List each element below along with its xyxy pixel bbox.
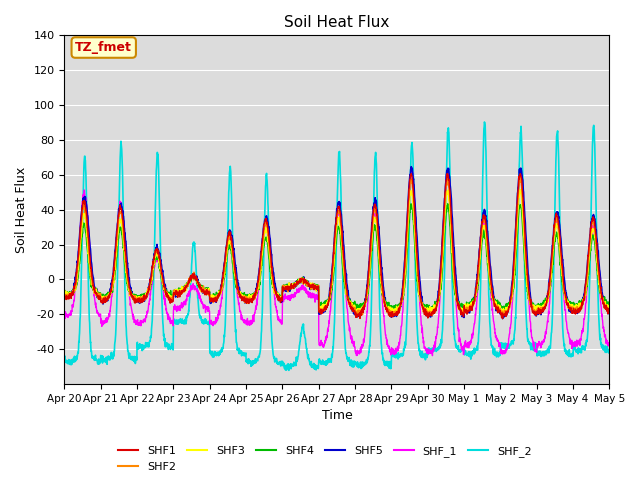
SHF5	[353, 312, 360, 317]
SHF_1	[353, 353, 360, 359]
SHF_1	[364, 291, 372, 297]
Title: Soil Heat Flux: Soil Heat Flux	[284, 15, 390, 30]
SHF2	[516, 173, 524, 179]
SHF_1	[429, 353, 436, 359]
SHF3	[558, 269, 566, 275]
SHF1	[353, 314, 360, 320]
SHF3	[495, 307, 503, 312]
SHF_1	[407, 168, 415, 173]
Y-axis label: Soil Heat Flux: Soil Heat Flux	[15, 167, 28, 253]
SHF_2	[605, 347, 613, 352]
Line: SHF4: SHF4	[65, 204, 609, 311]
Line: SHF2: SHF2	[65, 176, 609, 316]
SHF_2	[285, 368, 292, 373]
SHF3	[424, 311, 432, 317]
SHF3	[212, 293, 220, 299]
SHF4	[353, 303, 360, 309]
SHF_2	[61, 357, 68, 363]
SHF2	[573, 307, 580, 313]
SHF3	[61, 292, 68, 298]
SHF5	[573, 308, 580, 313]
Legend: SHF1, SHF2, SHF3, SHF4, SHF5, SHF_1, SHF_2: SHF1, SHF2, SHF3, SHF4, SHF5, SHF_1, SHF…	[113, 442, 536, 476]
SHF_2	[353, 360, 360, 366]
SHF_2	[212, 351, 220, 357]
SHF_1	[496, 341, 504, 347]
SHF2	[495, 306, 503, 312]
SHF2	[61, 292, 68, 298]
SHF4	[496, 300, 504, 306]
SHF4	[605, 303, 613, 309]
Line: SHF_2: SHF_2	[65, 122, 609, 371]
SHF1	[605, 310, 613, 315]
SHF4	[364, 290, 372, 296]
SHF_1	[212, 317, 220, 323]
SHF3	[364, 282, 372, 288]
Line: SHF1: SHF1	[65, 174, 609, 319]
SHF_1	[573, 337, 580, 343]
SHF3	[353, 309, 360, 315]
SHF_2	[481, 119, 488, 125]
SHF5	[212, 295, 220, 301]
SHF4	[212, 289, 220, 295]
SHF3	[573, 304, 580, 310]
SHF4	[573, 303, 580, 309]
SHF2	[428, 313, 435, 319]
SHF2	[364, 278, 372, 284]
SHF2	[558, 266, 566, 272]
SHF5	[558, 246, 566, 252]
SHF3	[605, 304, 613, 310]
SHF_1	[61, 312, 68, 318]
Line: SHF_1: SHF_1	[65, 170, 609, 356]
SHF5	[364, 268, 372, 274]
SHF5	[495, 309, 503, 315]
SHF_2	[365, 353, 372, 359]
SHF1	[558, 255, 566, 261]
SHF5	[408, 164, 415, 169]
SHF4	[558, 275, 566, 280]
Line: SHF5: SHF5	[65, 167, 609, 319]
Text: TZ_fmet: TZ_fmet	[76, 41, 132, 54]
SHF2	[353, 311, 360, 316]
SHF1	[212, 299, 220, 305]
SHF1	[499, 316, 506, 322]
SHF1	[495, 309, 503, 314]
SHF_2	[496, 351, 504, 357]
SHF2	[605, 305, 613, 311]
SHF2	[212, 296, 220, 301]
SHF4	[61, 289, 68, 295]
SHF1	[573, 308, 580, 314]
SHF5	[499, 316, 506, 322]
SHF3	[516, 187, 524, 192]
SHF1	[408, 171, 415, 177]
X-axis label: Time: Time	[321, 409, 352, 422]
Line: SHF3: SHF3	[65, 190, 609, 314]
SHF_2	[558, 296, 566, 301]
SHF5	[61, 295, 68, 300]
SHF5	[605, 309, 613, 314]
SHF_1	[558, 263, 566, 269]
SHF4	[444, 201, 452, 206]
SHF_2	[573, 349, 580, 355]
SHF1	[364, 272, 372, 278]
SHF4	[422, 308, 429, 313]
SHF_1	[605, 340, 613, 346]
SHF1	[61, 292, 68, 298]
